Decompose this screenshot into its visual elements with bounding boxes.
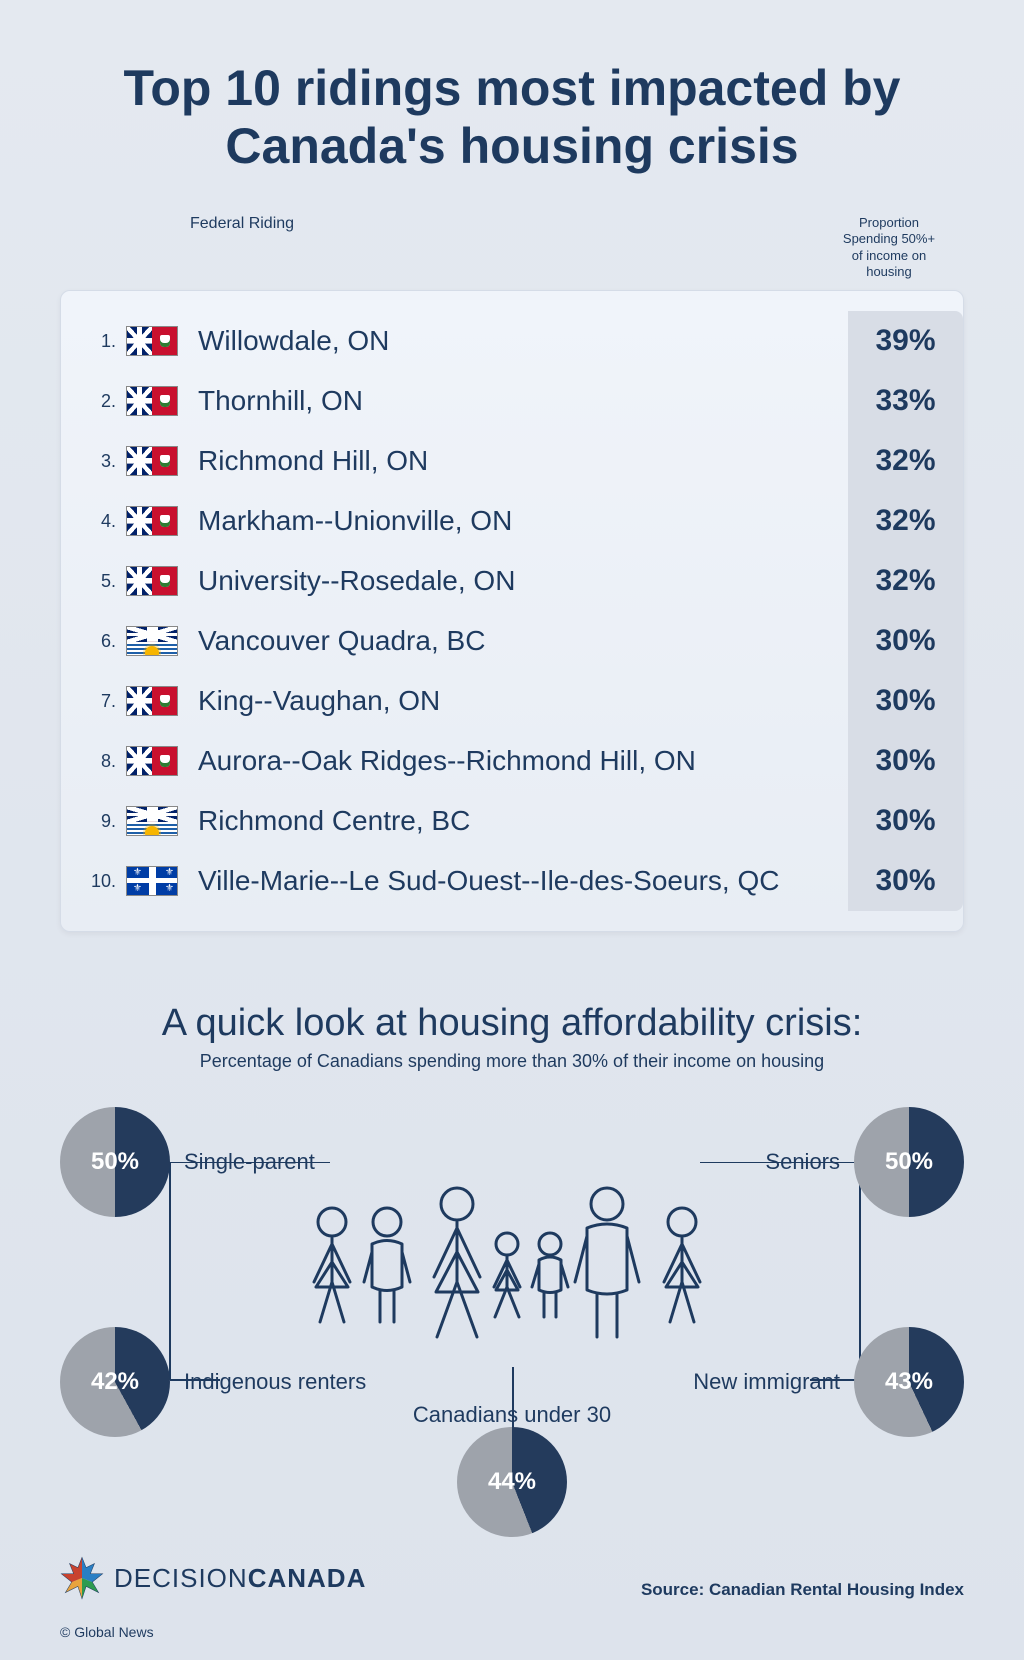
bc-flag-icon [126, 626, 178, 656]
on-flag-icon [126, 326, 178, 356]
riding-name: University--Rosedale, ON [198, 565, 848, 597]
on-flag-icon [126, 446, 178, 476]
riding-name: Willowdale, ON [198, 325, 848, 357]
riding-name: Richmond Centre, BC [198, 805, 848, 837]
copyright: © Global News [60, 1624, 154, 1640]
pie-label: Seniors [765, 1149, 840, 1175]
table-row: 9. Richmond Centre, BC30% [61, 791, 963, 851]
main-title: Top 10 ridings most impacted by Canada's… [60, 60, 964, 175]
pie-chart-icon [60, 1327, 170, 1437]
under30-label: Canadians under 30 [413, 1402, 611, 1428]
riding-percent: 30% [848, 851, 963, 911]
section2-desc: Percentage of Canadians spending more th… [60, 1051, 964, 1072]
riding-percent: 39% [848, 311, 963, 371]
on-flag-icon [126, 686, 178, 716]
riding-name: Thornhill, ON [198, 385, 848, 417]
riding-name: Aurora--Oak Ridges--Richmond Hill, ON [198, 745, 848, 777]
on-flag-icon [126, 506, 178, 536]
table-row: 7. King--Vaughan, ON30% [61, 671, 963, 731]
table-row: 4. Markham--Unionville, ON32% [61, 491, 963, 551]
footer: DECISIONCANADA Source: Canadian Rental H… [60, 1556, 964, 1600]
pie-chart-area: Single-parent Seniors Indigenous renters… [60, 1092, 964, 1552]
logo: DECISIONCANADA [60, 1556, 366, 1600]
header-federal-riding: Federal Riding [190, 215, 294, 280]
riding-name: Vancouver Quadra, BC [198, 625, 848, 657]
rank-number: 3. [81, 451, 116, 472]
header-proportion: Proportion Spending 50%+ of income on ho… [839, 215, 939, 280]
table-row: 1. Willowdale, ON39% [61, 311, 963, 371]
table-row: 6. Vancouver Quadra, BC30% [61, 611, 963, 671]
riding-percent: 32% [848, 491, 963, 551]
riding-percent: 32% [848, 551, 963, 611]
section2-title: A quick look at housing affordability cr… [60, 1002, 964, 1045]
table-headers: Federal Riding Proportion Spending 50%+ … [60, 215, 964, 290]
pie-immigrant: New immigrant [693, 1327, 964, 1437]
riding-percent: 30% [848, 611, 963, 671]
on-flag-icon [126, 746, 178, 776]
on-flag-icon [126, 386, 178, 416]
maple-leaf-icon [60, 1556, 104, 1600]
pie-chart-icon [457, 1427, 567, 1537]
on-flag-icon [126, 566, 178, 596]
pie-chart-icon [60, 1107, 170, 1217]
pie-seniors: Seniors [765, 1107, 964, 1217]
riding-name: Richmond Hill, ON [198, 445, 848, 477]
riding-percent: 30% [848, 731, 963, 791]
rank-number: 10. [81, 871, 116, 892]
rank-number: 4. [81, 511, 116, 532]
ridings-table: 1. Willowdale, ON39% 2. Thornhill, ON33% 3. R… [60, 290, 964, 932]
rank-number: 1. [81, 331, 116, 352]
bc-flag-icon [126, 806, 178, 836]
riding-percent: 30% [848, 671, 963, 731]
source-text: Source: Canadian Rental Housing Index [641, 1580, 964, 1600]
riding-name: King--Vaughan, ON [198, 685, 848, 717]
table-row: 2. Thornhill, ON33% [61, 371, 963, 431]
riding-percent: 33% [848, 371, 963, 431]
rank-number: 5. [81, 571, 116, 592]
riding-percent: 30% [848, 791, 963, 851]
rank-number: 7. [81, 691, 116, 712]
table-row: 10. ⚜⚜⚜⚜ Ville-Marie--Le Sud-Ouest--Ile-de… [61, 851, 963, 911]
rank-number: 9. [81, 811, 116, 832]
pie-label: Single-parent [184, 1149, 315, 1175]
table-row: 5. University--Rosedale, ON32% [61, 551, 963, 611]
pie-under30 [457, 1427, 567, 1537]
affordability-section: A quick look at housing affordability cr… [60, 1002, 964, 1552]
pie-chart-icon [854, 1327, 964, 1437]
qc-flag-icon: ⚜⚜⚜⚜ [126, 866, 178, 896]
table-row: 8. Aurora--Oak Ridges--Richmond Hill, ON3… [61, 731, 963, 791]
rank-number: 8. [81, 751, 116, 772]
riding-name: Ville-Marie--Le Sud-Ouest--Ile-des-Soeur… [198, 865, 848, 897]
rank-number: 6. [81, 631, 116, 652]
pie-chart-icon [854, 1107, 964, 1217]
rank-number: 2. [81, 391, 116, 412]
people-icon [302, 1182, 722, 1377]
riding-name: Markham--Unionville, ON [198, 505, 848, 537]
table-row: 3. Richmond Hill, ON32% [61, 431, 963, 491]
logo-text: DECISIONCANADA [114, 1563, 366, 1594]
riding-percent: 32% [848, 431, 963, 491]
pie-single-parent: Single-parent [60, 1107, 315, 1217]
